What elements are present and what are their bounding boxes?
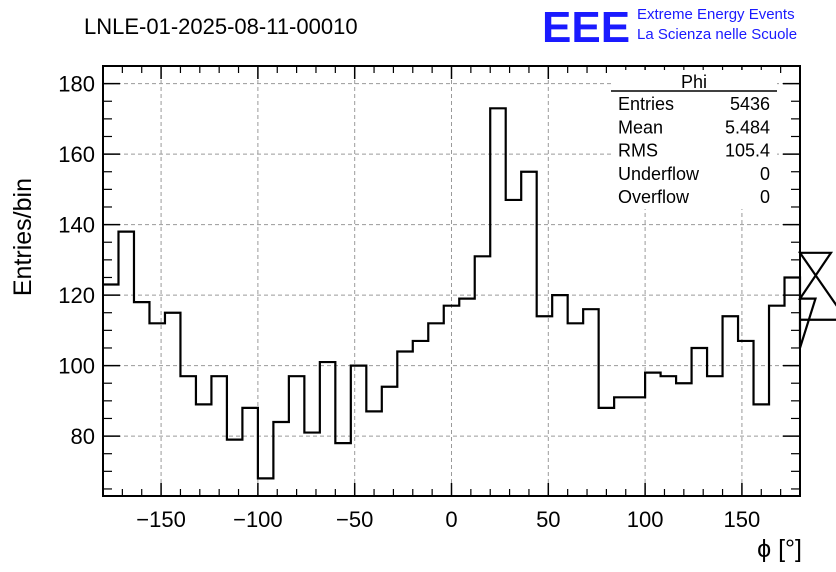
y-axis-title: Entries/bin bbox=[9, 178, 37, 296]
y-tick-label: 180 bbox=[58, 72, 95, 97]
x-tick-label: 0 bbox=[445, 507, 457, 532]
chart-title: LNLE-01-2025-08-11-00010 bbox=[84, 14, 358, 39]
x-tick-label: 100 bbox=[627, 507, 664, 532]
y-axis: 80 100 120 140 160 180 bbox=[58, 72, 800, 490]
eee-logo: EEE Extreme Energy Events La Scienza nel… bbox=[542, 3, 797, 52]
stats-title: Phi bbox=[681, 72, 707, 92]
stats-box: Phi Entries 5436 Mean 5.484 RMS 105.4 Underflo… bbox=[611, 70, 777, 209]
x-tick-label: −50 bbox=[336, 507, 373, 532]
x-tick-label: −150 bbox=[136, 507, 186, 532]
logo-line-2: La Scienza nelle Scuole bbox=[637, 26, 797, 43]
stats-label: Entries bbox=[618, 94, 674, 114]
y-tick-label: 160 bbox=[58, 142, 95, 167]
stats-label: Underflow bbox=[618, 164, 700, 184]
x-axis: −150 −100 −50 0 50 100 150 bbox=[102, 66, 801, 532]
x-axis-title: ϕ [°] bbox=[757, 535, 802, 563]
stats-label: Mean bbox=[618, 117, 663, 137]
histogram bbox=[103, 107, 836, 480]
logo-line-1: Extreme Energy Events bbox=[637, 6, 795, 23]
stats-value: 0 bbox=[760, 187, 770, 207]
y-tick-label: 120 bbox=[58, 283, 95, 308]
stats-value: 105.4 bbox=[725, 141, 770, 161]
x-tick-label: 150 bbox=[724, 507, 761, 532]
x-tick-label: −100 bbox=[233, 507, 283, 532]
stats-value: 5.484 bbox=[725, 117, 770, 137]
stats-label: Overflow bbox=[618, 187, 690, 207]
y-tick-label: 140 bbox=[58, 213, 95, 238]
y-tick-label: 100 bbox=[58, 354, 95, 379]
logo-mark: EEE bbox=[542, 3, 630, 52]
histogram-outline bbox=[103, 107, 836, 480]
stats-value: 0 bbox=[760, 164, 770, 184]
stats-value: 5436 bbox=[730, 94, 770, 114]
x-tick-label: 50 bbox=[536, 507, 560, 532]
y-tick-label: 80 bbox=[71, 424, 95, 449]
stats-label: RMS bbox=[618, 141, 658, 161]
